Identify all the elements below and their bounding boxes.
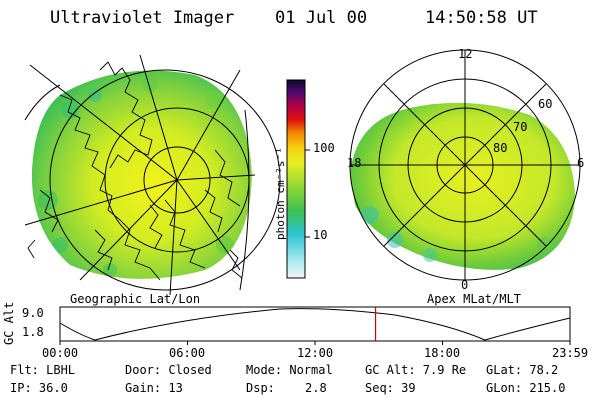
mlat-label-80: 80 (493, 141, 508, 155)
left-map-caption: Geographic Lat/Lon (70, 292, 201, 306)
altitude-curve (59, 308, 571, 341)
altitude-ytick-1-8: 1.8 (22, 325, 44, 339)
altitude-x-ticks (59, 341, 571, 345)
info-dsp-value: 2.8 (305, 381, 327, 395)
magnetic-map (349, 49, 581, 281)
right-map-caption: Apex MLat/MLT (427, 292, 521, 306)
mlt-label-18: 18 (347, 156, 362, 170)
mlt-label-6: 6 (577, 156, 585, 170)
colorbar-tick-10: 10 (313, 228, 328, 242)
altitude-ylabel: GC Alt (2, 301, 16, 345)
emission-speckle-left (38, 76, 234, 277)
geographic-map (24, 54, 281, 296)
altitude-xtick-2: 12:00 (297, 346, 334, 360)
info-ip: IP: 36.0 (10, 381, 68, 395)
auroral-emission-left (31, 70, 253, 279)
mlat-label-70: 70 (513, 120, 528, 134)
instrument-title: Ultraviolet Imager (50, 8, 235, 28)
mlat-mlt-grid (349, 49, 581, 281)
observation-date: 01 Jul 00 (275, 8, 368, 28)
colorbar-unit-label: photon cm⁻²s⁻¹ (274, 147, 287, 240)
observation-time: 14:50:58 UT (425, 8, 538, 28)
coastlines (27, 61, 243, 281)
info-gc-alt: GC Alt: 7.9 Re (365, 363, 467, 377)
altitude-plot-frame (59, 306, 571, 342)
mlt-label-12: 12 (458, 47, 473, 61)
info-dsp-label: Dsp: (246, 381, 275, 395)
colorbar (286, 79, 310, 279)
info-gain: Gain: 13 (125, 381, 183, 395)
mlt-label-0: 0 (461, 278, 469, 292)
altitude-xtick-4: 23:59 (552, 346, 589, 360)
altitude-ytick-9: 9.0 (22, 306, 44, 320)
info-mode: Mode: Normal (246, 363, 333, 377)
colorbar-tick-100: 100 (313, 141, 335, 155)
lat-lon-grid (24, 54, 281, 296)
info-door: Door: Closed (125, 363, 212, 377)
info-filter: Flt: LBHL (10, 363, 76, 377)
info-seq: Seq: 39 (365, 381, 416, 395)
altitude-plot (59, 306, 571, 345)
info-glon: GLon: 215.0 (486, 381, 566, 395)
altitude-xtick-3: 18:00 (424, 346, 461, 360)
colorbar-gradient (286, 79, 306, 279)
altitude-xtick-0: 00:00 (42, 346, 79, 360)
info-glat: GLat: 78.2 (486, 363, 559, 377)
altitude-xtick-1: 06:00 (169, 346, 206, 360)
mlat-label-60: 60 (538, 97, 553, 111)
